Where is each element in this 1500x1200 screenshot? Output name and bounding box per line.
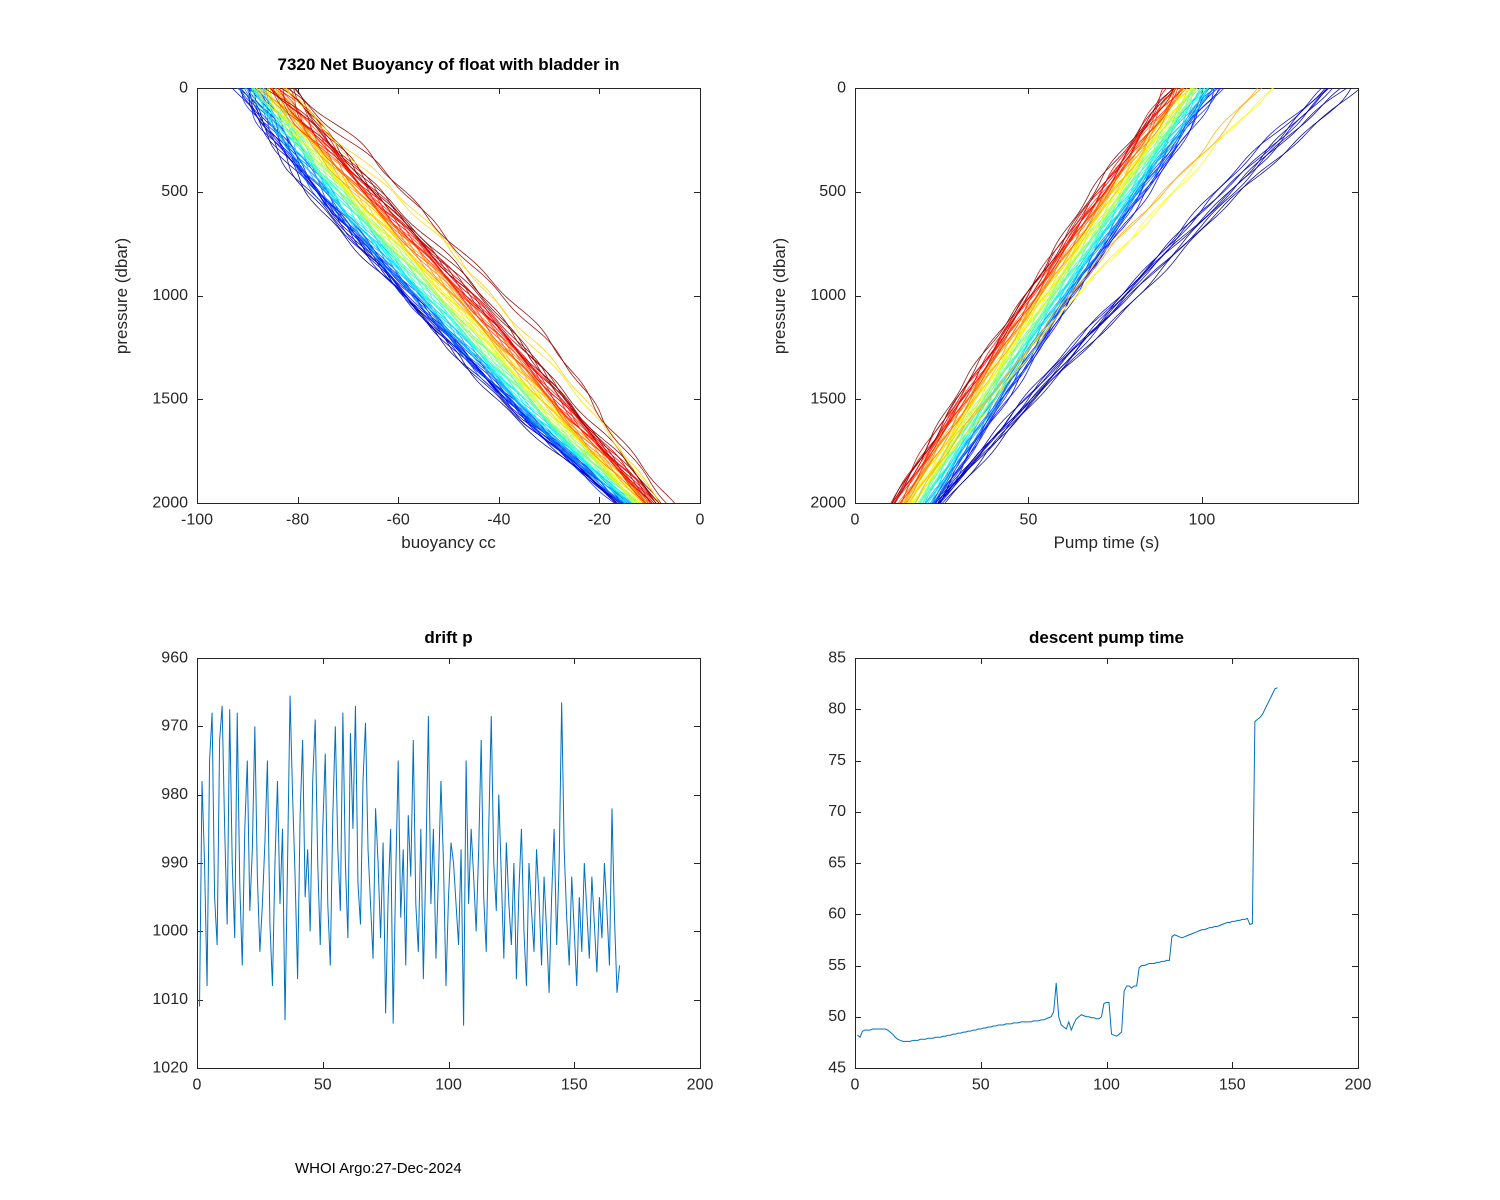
pump-time-ylabel: pressure (dbar) — [770, 237, 789, 355]
pump-time-xlabel: Pump time (s) — [1053, 533, 1160, 552]
footer-annotation: WHOI Argo:27-Dec-2024 — [295, 1160, 462, 1177]
net-buoyancy-xlabel: buoyancy cc — [401, 533, 496, 552]
net-buoyancy-plot-canvas — [130, 40, 730, 580]
descent-pump-time-plot-canvas — [788, 610, 1388, 1140]
net-buoyancy-ylabel: pressure (dbar) — [112, 237, 131, 355]
drift-p-plot-canvas — [130, 610, 730, 1140]
pump-time-plot-canvas — [788, 40, 1388, 580]
